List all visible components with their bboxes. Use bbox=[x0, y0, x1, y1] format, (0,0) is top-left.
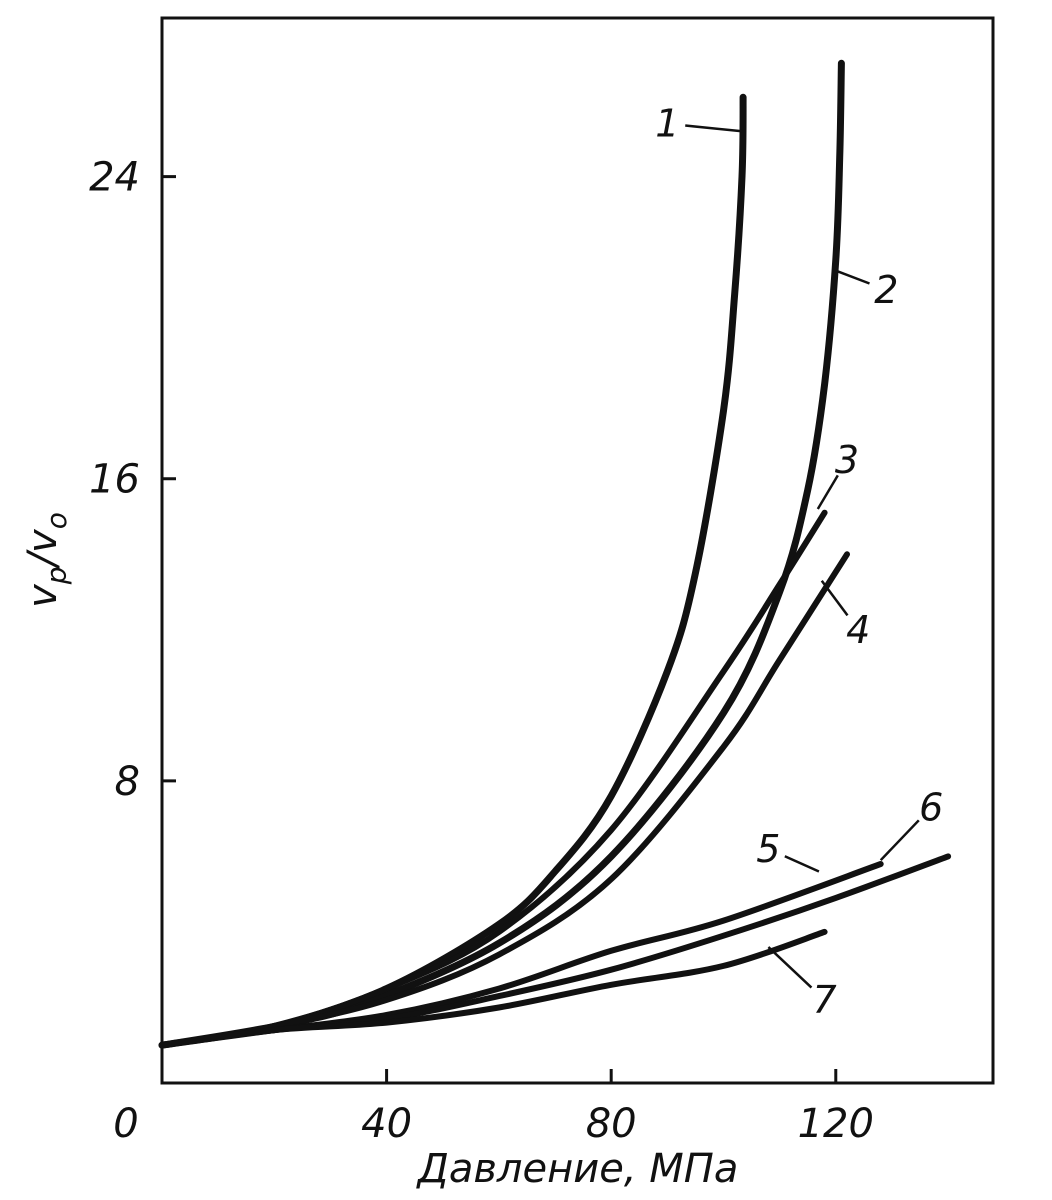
curve-label-7: 7 bbox=[812, 978, 836, 1022]
curve-leader-1 bbox=[685, 124, 743, 133]
plot-frame bbox=[160, 16, 995, 1085]
x-axis-title: Давление, МПа bbox=[416, 1146, 739, 1192]
curve-label-2: 2 bbox=[874, 268, 898, 312]
series-layer bbox=[158, 59, 952, 1049]
y-tick-label: 8 bbox=[115, 759, 140, 805]
curve-label-6: 6 bbox=[919, 785, 943, 829]
curve-leader-3 bbox=[816, 474, 839, 510]
curve-leader-5 bbox=[784, 855, 820, 873]
x-tick-label: 40 bbox=[361, 1101, 412, 1147]
y-axis-title-v1: v bbox=[20, 583, 66, 608]
x-tick-label: 0 bbox=[113, 1101, 138, 1147]
curve-leader-6 bbox=[879, 819, 920, 862]
y-axis-title-sub-p: p bbox=[40, 566, 73, 585]
series-line-7 bbox=[159, 928, 828, 1049]
y-axis-title-v2: v bbox=[20, 528, 66, 553]
series-line-1 bbox=[158, 93, 747, 1049]
curve-leader-7 bbox=[767, 946, 813, 989]
curve-label-4: 4 bbox=[846, 608, 870, 652]
series-line-5 bbox=[159, 861, 884, 1049]
series-line-4 bbox=[159, 551, 850, 1049]
y-tick-label: 24 bbox=[89, 155, 140, 201]
curve-label-3: 3 bbox=[835, 438, 859, 482]
curve-leader-2 bbox=[836, 269, 870, 285]
y-axis-title: vp/vo bbox=[20, 512, 73, 608]
y-axis-title-slash: / bbox=[20, 548, 66, 569]
y-axis-title-sub-o: o bbox=[40, 512, 73, 529]
y-tick-label: 16 bbox=[89, 457, 140, 503]
labels-layer: 1 2 3 4 5 6 7 bbox=[655, 102, 943, 1022]
x-tick-label: 120 bbox=[798, 1101, 874, 1147]
curve-label-1: 1 bbox=[655, 102, 679, 146]
curve-label-5: 5 bbox=[756, 827, 780, 871]
x-tick-label: 80 bbox=[586, 1101, 637, 1147]
curve-leader-4 bbox=[820, 579, 849, 617]
